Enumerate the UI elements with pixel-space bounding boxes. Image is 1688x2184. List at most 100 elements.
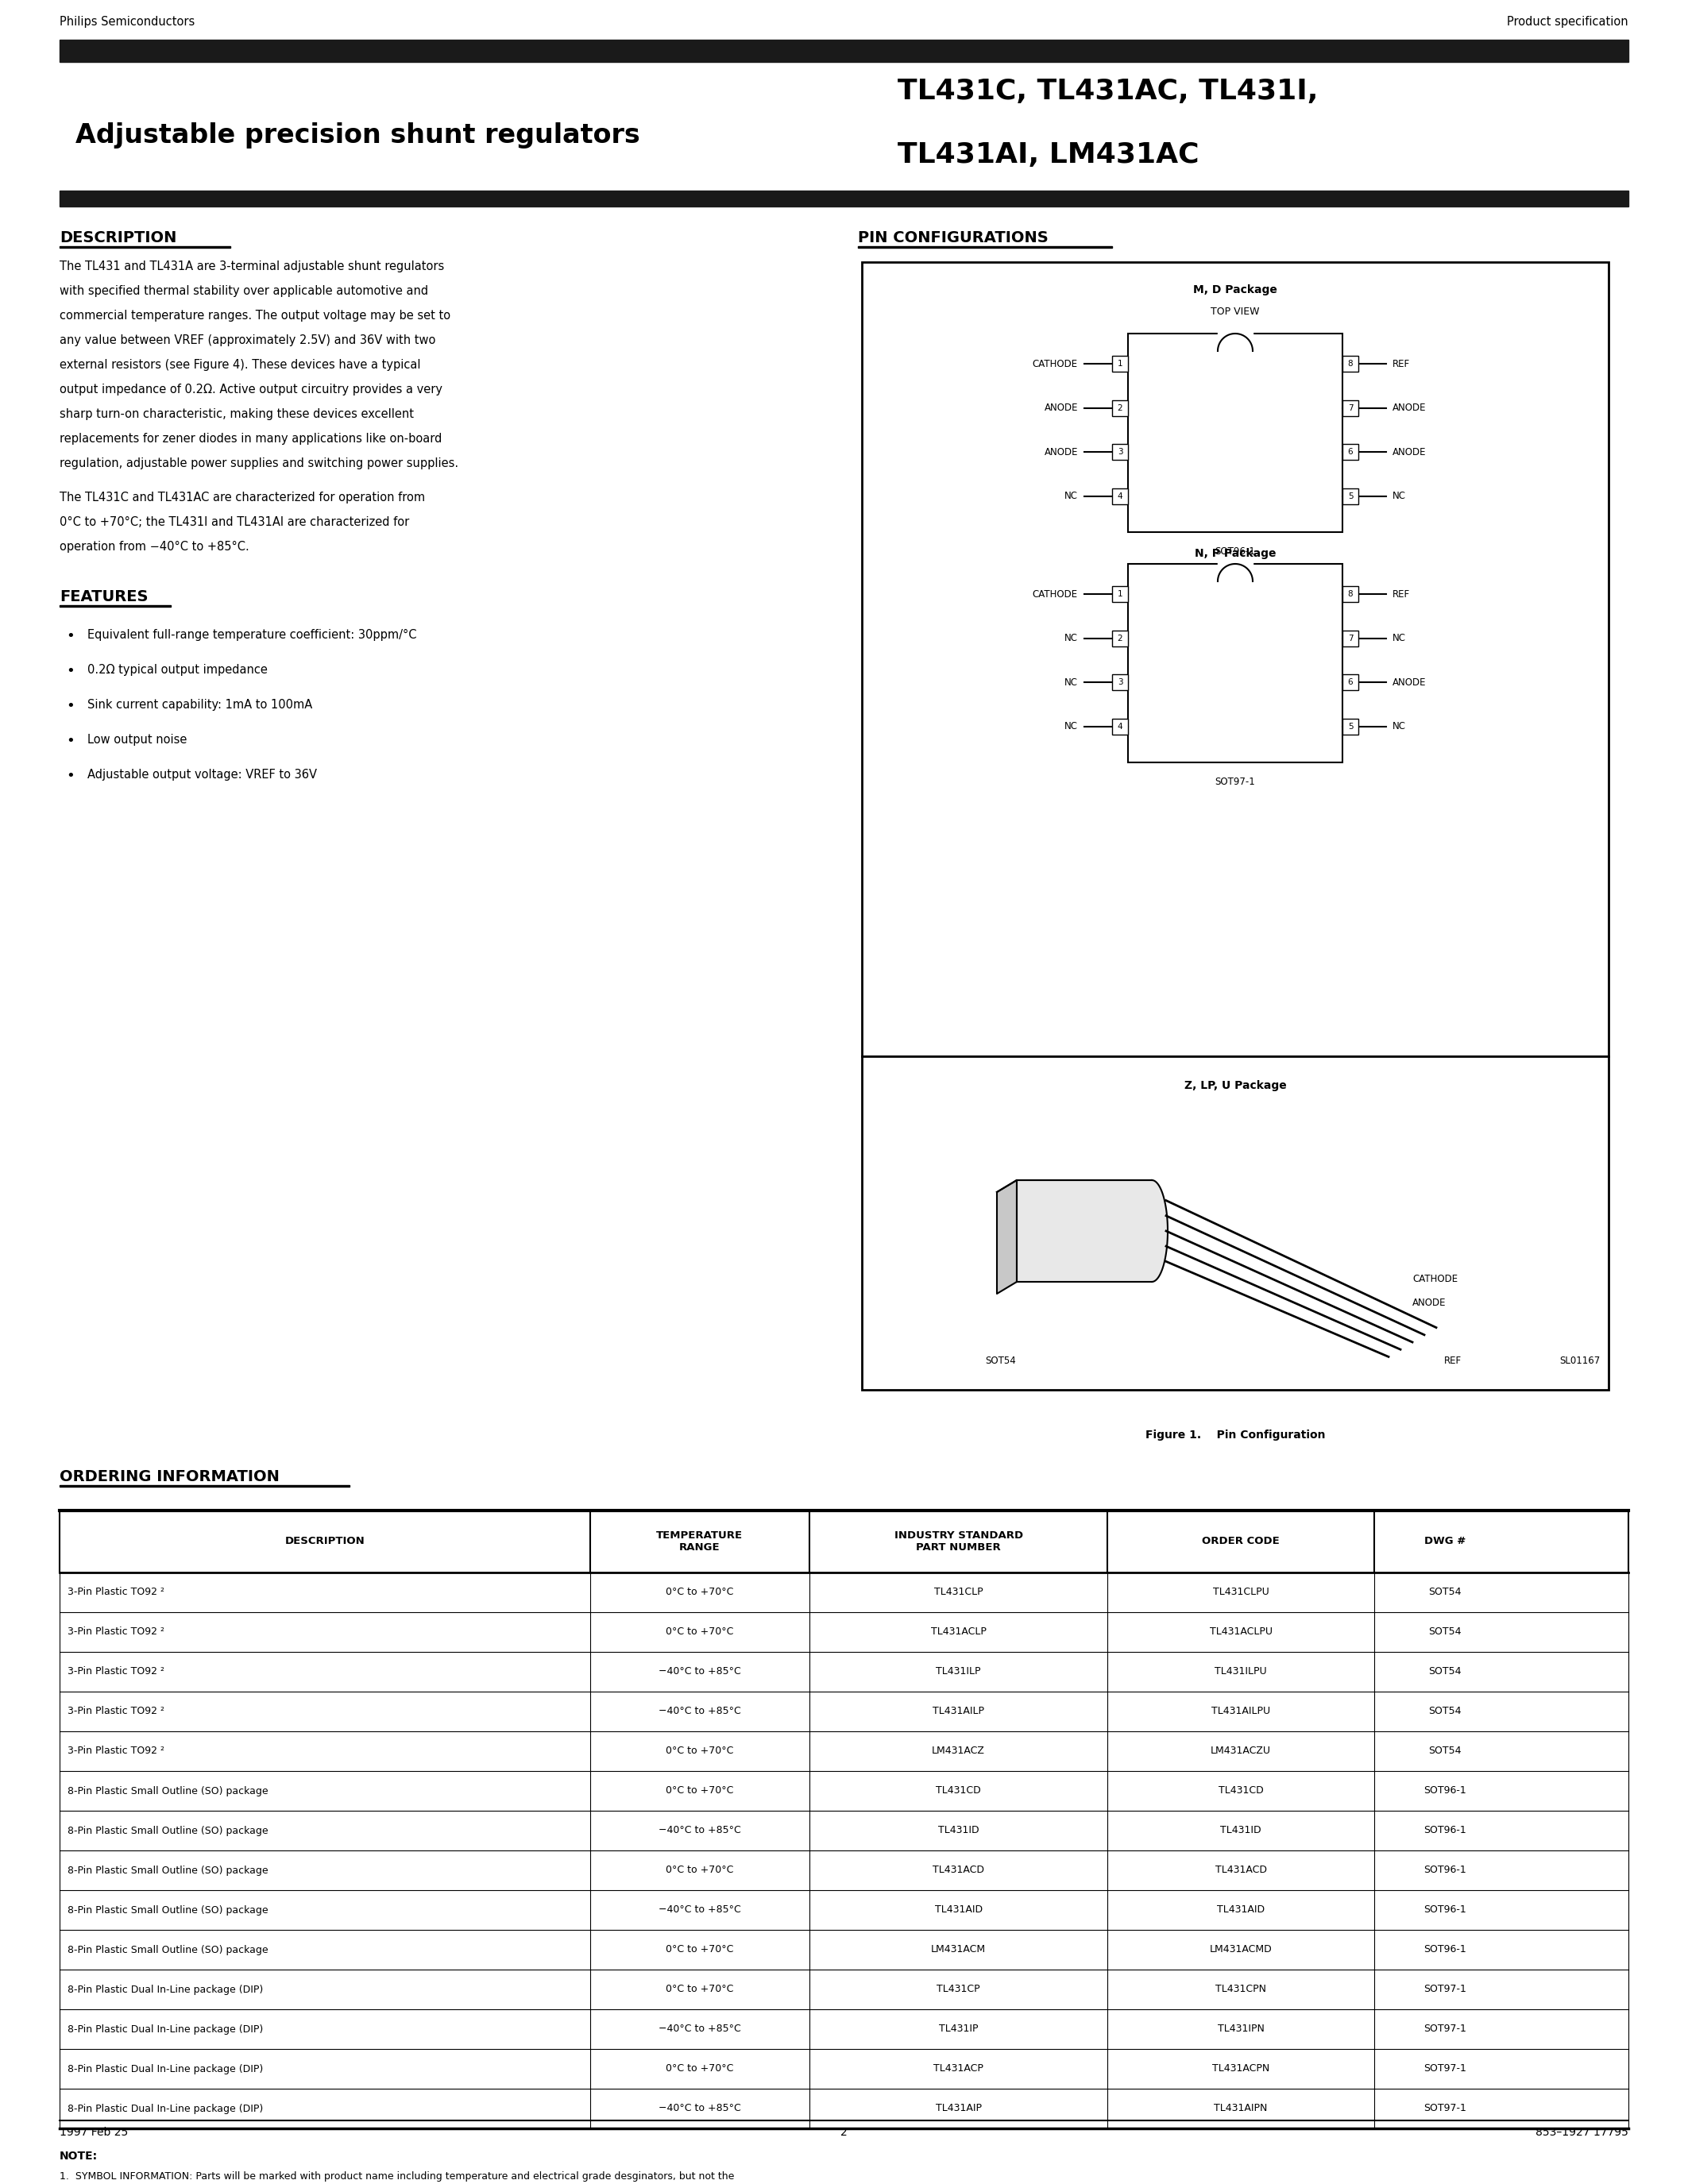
Bar	[59, 39, 1629, 61]
Text: SOT54: SOT54	[1428, 1627, 1462, 1638]
Text: TL431IP: TL431IP	[939, 2025, 977, 2033]
Text: 2: 2	[1117, 633, 1123, 642]
Text: LM431ACM: LM431ACM	[932, 1944, 986, 1955]
Text: Philips Semiconductors: Philips Semiconductors	[59, 15, 194, 28]
Text: 1: 1	[1117, 590, 1123, 598]
Text: TL431CP: TL431CP	[937, 1985, 981, 1994]
Text: •: •	[66, 699, 74, 714]
Text: 5: 5	[1347, 723, 1354, 729]
Text: TOP VIEW: TOP VIEW	[1210, 570, 1259, 581]
Text: SL01167: SL01167	[1560, 1356, 1600, 1365]
Bar	[1112, 443, 1128, 461]
Text: Sink current capability: 1mA to 100mA: Sink current capability: 1mA to 100mA	[88, 699, 312, 710]
Text: 853–1927 17795: 853–1927 17795	[1536, 2127, 1629, 2138]
Text: TL431AIP: TL431AIP	[935, 2103, 981, 2114]
Text: 8: 8	[1347, 360, 1354, 367]
Text: SOT97-1: SOT97-1	[1423, 2025, 1467, 2033]
Text: ANODE: ANODE	[1045, 402, 1079, 413]
Text: SOT97-1: SOT97-1	[1423, 2064, 1467, 2075]
Text: ORDER CODE: ORDER CODE	[1202, 1535, 1280, 1546]
Text: 2: 2	[1117, 404, 1123, 413]
Text: •: •	[66, 664, 74, 679]
Text: 8-Pin Plastic Small Outline (SO) package: 8-Pin Plastic Small Outline (SO) package	[68, 1865, 268, 1876]
Text: SOT96-1: SOT96-1	[1423, 1787, 1467, 1795]
Text: 8-Pin Plastic Small Outline (SO) package: 8-Pin Plastic Small Outline (SO) package	[68, 1826, 268, 1837]
Text: SOT54: SOT54	[1428, 1588, 1462, 1597]
Text: SOT96-1: SOT96-1	[1423, 1904, 1467, 1915]
Text: 3-Pin Plastic TO92 ²: 3-Pin Plastic TO92 ²	[68, 1745, 164, 1756]
Bar	[1112, 675, 1128, 690]
Text: 8-Pin Plastic Dual In-Line package (DIP): 8-Pin Plastic Dual In-Line package (DIP)	[68, 2064, 263, 2075]
Text: TL431ILP: TL431ILP	[937, 1666, 981, 1677]
Text: ORDERING INFORMATION: ORDERING INFORMATION	[59, 1470, 280, 1485]
Text: SOT96-1: SOT96-1	[1423, 1944, 1467, 1955]
Text: SOT54: SOT54	[986, 1356, 1016, 1365]
Bar	[1128, 563, 1342, 762]
Text: with specified thermal stability over applicable automotive and: with specified thermal stability over ap…	[59, 286, 429, 297]
Bar	[1112, 356, 1128, 371]
Text: TL431AI, LM431AC: TL431AI, LM431AC	[898, 142, 1198, 168]
Text: 3-Pin Plastic TO92 ²: 3-Pin Plastic TO92 ²	[68, 1627, 164, 1638]
Text: 8-Pin Plastic Dual In-Line package (DIP): 8-Pin Plastic Dual In-Line package (DIP)	[68, 2025, 263, 2033]
Text: PIN CONFIGURATIONS: PIN CONFIGURATIONS	[858, 229, 1048, 245]
Text: NC: NC	[1393, 633, 1406, 644]
Text: FEATURES: FEATURES	[59, 590, 149, 605]
Text: NOTE:: NOTE:	[59, 2151, 98, 2162]
Text: TL431AILP: TL431AILP	[933, 1706, 984, 1717]
Text: 7: 7	[1347, 404, 1354, 413]
Text: ANODE: ANODE	[1045, 448, 1079, 456]
Text: •: •	[66, 734, 74, 749]
Text: 0°C to +70°C: 0°C to +70°C	[665, 1627, 734, 1638]
Text: output impedance of 0.2Ω. Active output circuitry provides a very: output impedance of 0.2Ω. Active output …	[59, 384, 442, 395]
Text: TL431CLP: TL431CLP	[933, 1588, 982, 1597]
Bar	[1342, 675, 1359, 690]
Text: commercial temperature ranges. The output voltage may be set to: commercial temperature ranges. The outpu…	[59, 310, 451, 321]
Text: −40°C to +85°C: −40°C to +85°C	[658, 2103, 741, 2114]
Text: 8-Pin Plastic Dual In-Line package (DIP): 8-Pin Plastic Dual In-Line package (DIP)	[68, 1985, 263, 1994]
Text: REF: REF	[1393, 590, 1409, 598]
Text: M, D Package: M, D Package	[1193, 284, 1278, 295]
Text: TEMPERATURE
RANGE: TEMPERATURE RANGE	[657, 1531, 743, 1553]
Text: NC: NC	[1065, 633, 1079, 644]
Text: ANODE: ANODE	[1413, 1297, 1447, 1308]
Polygon shape	[998, 1179, 1016, 1293]
Text: TL431CD: TL431CD	[935, 1787, 981, 1795]
Text: TL431AIPN: TL431AIPN	[1214, 2103, 1268, 2114]
Text: Z, LP, U Package: Z, LP, U Package	[1183, 1081, 1286, 1092]
Text: REF: REF	[1445, 1356, 1462, 1365]
Text: Low output noise: Low output noise	[88, 734, 187, 745]
Text: CATHODE: CATHODE	[1033, 590, 1079, 598]
Text: LM431ACZ: LM431ACZ	[932, 1745, 986, 1756]
Text: 4: 4	[1117, 491, 1123, 500]
Text: ANODE: ANODE	[1393, 677, 1426, 688]
Text: 0°C to +70°C: 0°C to +70°C	[665, 2064, 734, 2075]
Text: any value between VREF (approximately 2.5V) and 36V with two: any value between VREF (approximately 2.…	[59, 334, 436, 347]
Text: 8-Pin Plastic Small Outline (SO) package: 8-Pin Plastic Small Outline (SO) package	[68, 1904, 268, 1915]
Text: NC: NC	[1393, 491, 1406, 502]
Text: 0°C to +70°C: 0°C to +70°C	[665, 1787, 734, 1795]
Text: TL431CLPU: TL431CLPU	[1212, 1588, 1269, 1597]
Text: Adjustable output voltage: VREF to 36V: Adjustable output voltage: VREF to 36V	[88, 769, 317, 780]
Text: TL431AILPU: TL431AILPU	[1212, 1706, 1271, 1717]
Bar	[1342, 631, 1359, 646]
Text: 2: 2	[841, 2127, 847, 2138]
Text: ANODE: ANODE	[1393, 402, 1426, 413]
Text: 3: 3	[1117, 679, 1123, 686]
Text: REF: REF	[1393, 358, 1409, 369]
Text: CATHODE: CATHODE	[1033, 358, 1079, 369]
Text: 0°C to +70°C; the TL431I and TL431AI are characterized for: 0°C to +70°C; the TL431I and TL431AI are…	[59, 515, 408, 529]
Text: TL431ILPU: TL431ILPU	[1215, 1666, 1268, 1677]
Text: NC: NC	[1065, 677, 1079, 688]
Bar	[1112, 719, 1128, 734]
Text: 8-Pin Plastic Small Outline (SO) package: 8-Pin Plastic Small Outline (SO) package	[68, 1944, 268, 1955]
Text: 0.2Ω typical output impedance: 0.2Ω typical output impedance	[88, 664, 268, 675]
Text: TL431ACLPU: TL431ACLPU	[1210, 1627, 1273, 1638]
Text: Adjustable precision shunt regulators: Adjustable precision shunt regulators	[76, 122, 640, 149]
Text: TL431ACP: TL431ACP	[933, 2064, 984, 2075]
Text: 0°C to +70°C: 0°C to +70°C	[665, 1588, 734, 1597]
Text: 8-Pin Plastic Small Outline (SO) package: 8-Pin Plastic Small Outline (SO) package	[68, 1787, 268, 1795]
Text: Product specification: Product specification	[1507, 15, 1629, 28]
Text: NC: NC	[1393, 721, 1406, 732]
Text: •: •	[66, 629, 74, 644]
Text: NC: NC	[1065, 491, 1079, 502]
